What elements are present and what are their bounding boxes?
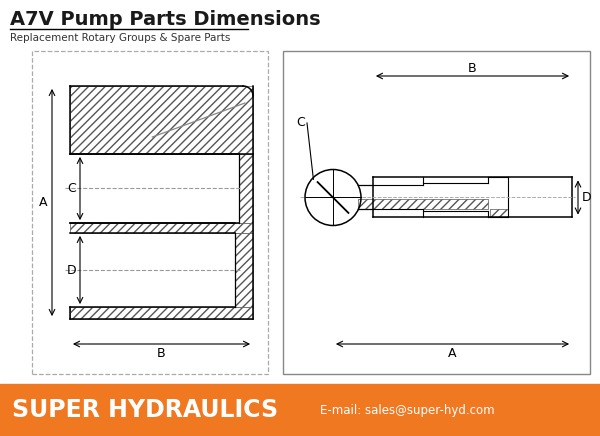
Text: E-mail: sales@super-hyd.com: E-mail: sales@super-hyd.com (320, 403, 494, 416)
Text: SUPER HYDRAULICS: SUPER HYDRAULICS (12, 398, 278, 422)
Text: A7V Pump Parts Dimensions: A7V Pump Parts Dimensions (10, 10, 320, 30)
Text: D: D (67, 263, 77, 276)
Text: A: A (39, 196, 47, 209)
Text: A: A (448, 347, 457, 360)
Text: C: C (296, 116, 305, 129)
Text: D: D (582, 191, 592, 204)
Text: C: C (68, 182, 76, 195)
Bar (32, 51, 268, 374)
Bar (283, 51, 590, 374)
Bar (235, 233, 253, 307)
Bar (490, 210, 508, 218)
Text: Replacement Rotary Groups & Spare Parts: Replacement Rotary Groups & Spare Parts (10, 33, 230, 43)
Bar (0, 384, 600, 436)
Bar (358, 200, 488, 210)
Bar (239, 154, 253, 223)
Bar (70, 223, 253, 233)
Text: B: B (157, 347, 166, 360)
Bar (70, 307, 253, 319)
Bar (70, 86, 253, 154)
Text: B: B (468, 61, 477, 75)
